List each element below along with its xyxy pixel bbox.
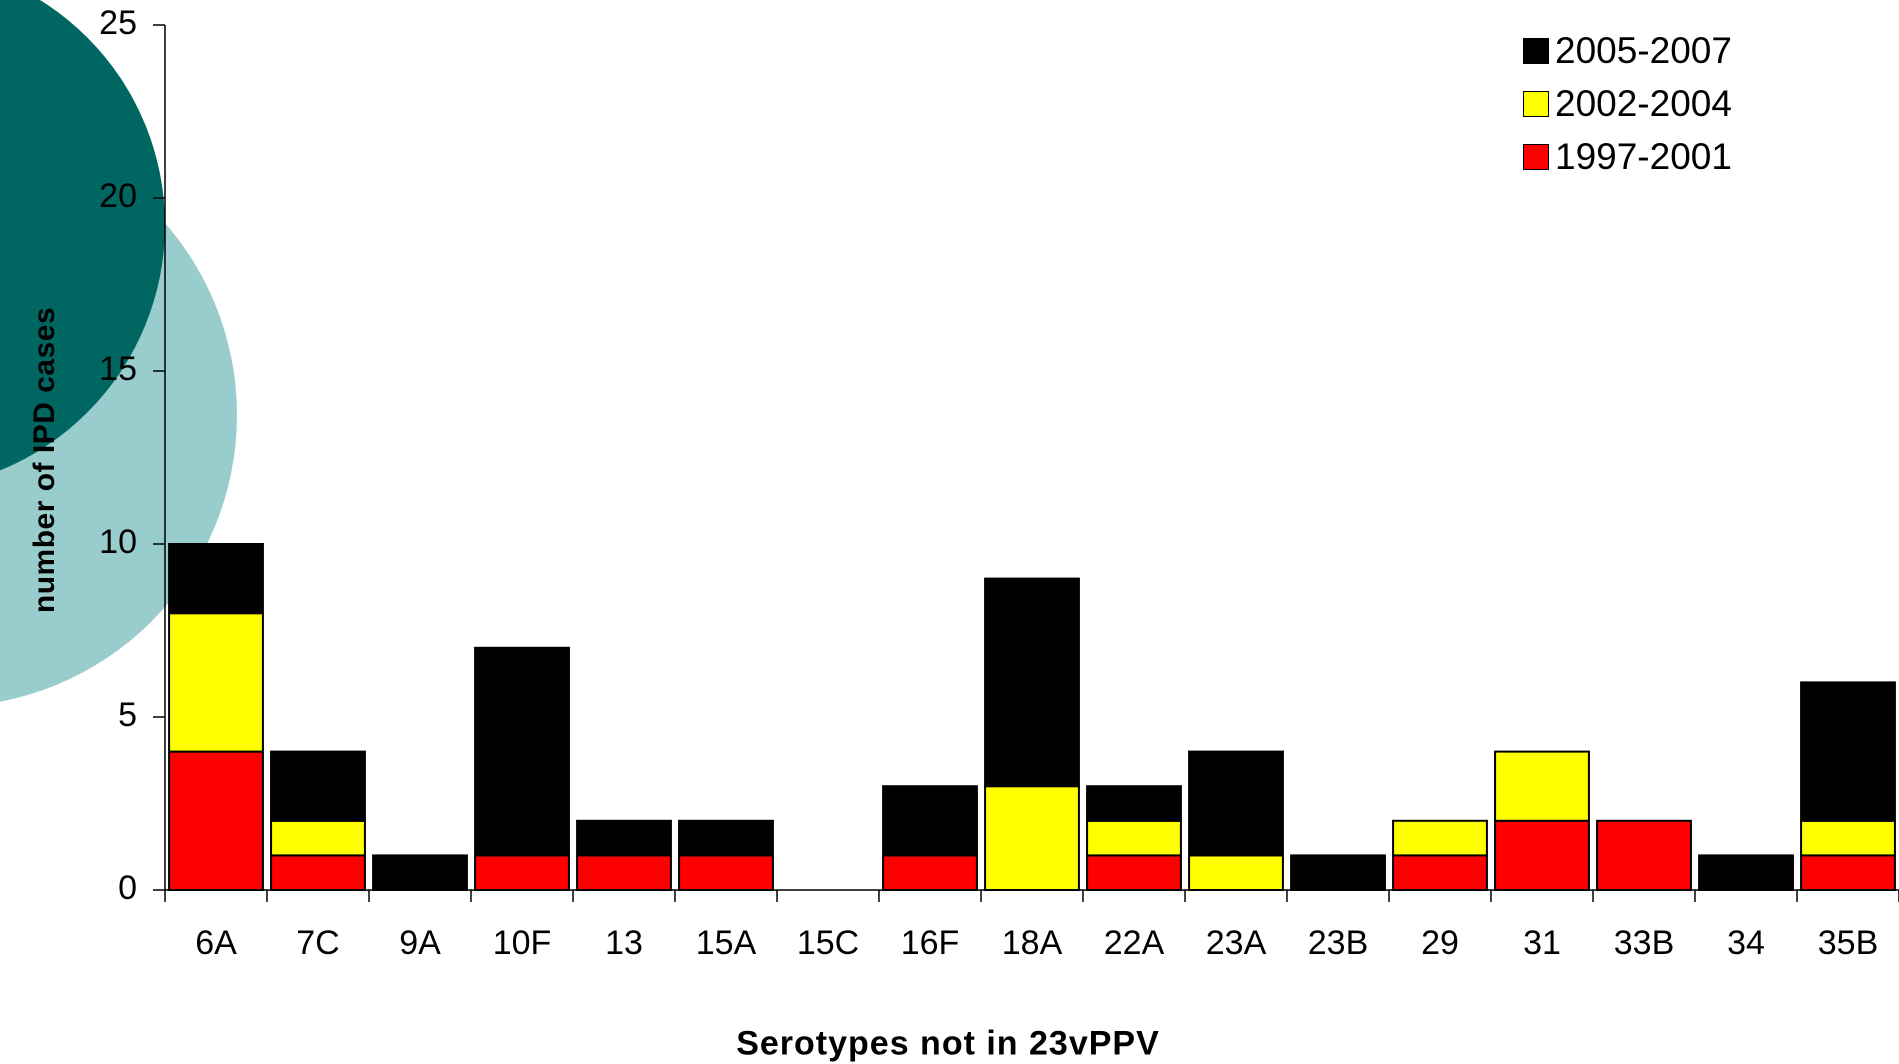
bar-segment [1596,819,1692,891]
x-tick-label: 15C [797,924,859,962]
x-tick-label: 33B [1614,924,1675,962]
y-tick-label: 25 [99,4,137,42]
legend: 2005-2007 2002-2004 1997-2001 [1523,24,1732,183]
x-tick-label: 23B [1308,924,1369,962]
y-axis-label: number of IPD cases [28,306,61,614]
bar-segment [882,785,978,857]
bar-segment [474,646,570,857]
bar-segment [1698,854,1794,892]
bar-segment [474,854,570,892]
x-tick-label: 23A [1206,924,1267,962]
bar-segment [1188,854,1284,892]
bar-segment [1188,750,1284,857]
x-tick-label: 29 [1421,924,1459,962]
x-tick-label: 34 [1727,924,1765,962]
bar-segment [1086,854,1182,892]
legend-swatch [1523,143,1549,170]
bar-segment [168,612,264,753]
x-tick-label: 35B [1818,924,1879,962]
bar-segment [1494,750,1590,822]
y-tick-label: 0 [118,869,137,907]
bar-segment [1800,819,1896,857]
bar-segment [270,750,366,822]
bar-segment [576,819,672,857]
bar-segment [1494,819,1590,891]
x-tick-label: 16F [901,924,960,962]
y-tick-label: 10 [99,523,137,561]
bar-segment [984,577,1080,788]
bar-segment [678,819,774,857]
bar-segment [882,854,978,892]
x-tick-label: 22A [1104,924,1165,962]
x-tick-label: 6A [195,924,237,962]
legend-item: 2005-2007 [1523,24,1732,77]
y-tick-label: 5 [118,696,137,734]
x-tick-label: 18A [1002,924,1063,962]
legend-item: 2002-2004 [1523,77,1732,130]
x-axis-label: Serotypes not in 23vPPV [736,1024,1160,1063]
bar-segment [1392,854,1488,892]
x-tick-label: 13 [605,924,643,962]
bar-segment [1086,785,1182,822]
x-tick-label: 31 [1523,924,1561,962]
bar-segment [270,819,366,857]
legend-label: 2005-2007 [1555,29,1732,71]
x-tick-label: 9A [399,924,441,962]
bar-segment [1800,854,1896,892]
y-tick-label: 15 [99,350,137,388]
bar-segment [678,854,774,892]
dark-teal-circle [0,0,165,471]
bar-segment [372,854,468,892]
bar-segment [1800,681,1896,822]
legend-label: 2002-2004 [1555,82,1732,124]
bar-segment [270,854,366,892]
x-tick-label: 10F [493,924,552,962]
x-tick-label: 7C [296,924,339,962]
bar-segment [168,543,264,615]
bar-segment [1392,819,1488,857]
bar-segment [1290,854,1386,892]
bar-segment [984,785,1080,892]
legend-label: 1997-2001 [1555,135,1732,177]
bar-segment [576,854,672,892]
legend-swatch [1523,37,1549,64]
legend-item: 1997-2001 [1523,130,1732,183]
bar-segment [168,750,264,891]
x-tick-label: 15A [696,924,757,962]
bar-segment [1086,819,1182,857]
legend-swatch [1523,90,1549,117]
y-tick-label: 20 [99,177,137,215]
